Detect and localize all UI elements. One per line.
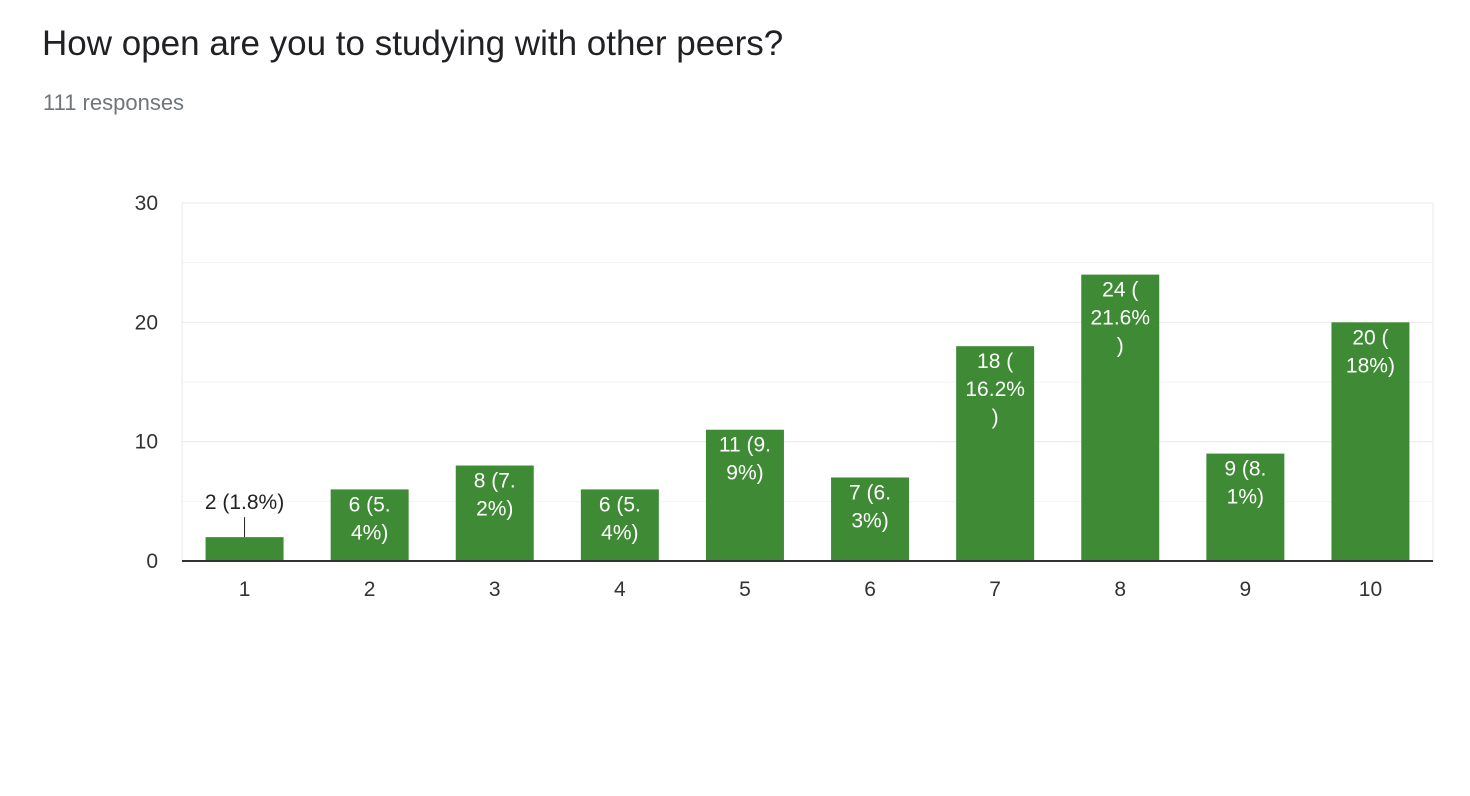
- x-tick-label: 6: [864, 578, 876, 601]
- bar: [455, 465, 534, 561]
- data-labels: 2 (1.8%) 6 (5. 4%) 8 (7. 2%) 6 (5. 4%) 11 (9. 9%…: [205, 279, 1395, 545]
- y-tick-label: 0: [146, 550, 158, 573]
- data-label: 4%): [601, 521, 638, 544]
- chart-title: How open are you to studying with other …: [42, 24, 784, 63]
- data-label: 9 (8.: [1224, 458, 1266, 481]
- data-label: 4%): [351, 521, 388, 544]
- bar: [705, 429, 784, 561]
- data-label: 21.6%: [1090, 307, 1150, 330]
- bars: [205, 274, 1410, 561]
- y-tick-label: 20: [135, 311, 158, 334]
- data-label: 1%): [1227, 486, 1264, 509]
- data-label: 18%): [1346, 354, 1395, 377]
- data-label: 2%): [476, 498, 513, 521]
- y-axis-ticks: 0 10 20 30: [135, 192, 158, 573]
- data-label: 24 (: [1102, 279, 1138, 302]
- y-tick-label: 10: [135, 431, 158, 454]
- bar: [831, 477, 910, 561]
- x-tick-label: 8: [1114, 578, 1126, 601]
- x-tick-label: 1: [239, 578, 251, 601]
- data-label: 2 (1.8%): [205, 491, 284, 514]
- data-label: ): [992, 406, 999, 429]
- bar: [580, 489, 659, 561]
- bar: [1331, 322, 1410, 561]
- x-tick-label: 5: [739, 578, 751, 601]
- bar: [330, 489, 409, 561]
- x-tick-label: 10: [1359, 578, 1382, 601]
- response-count: 111 responses: [43, 90, 185, 115]
- data-label: 8 (7.: [474, 470, 516, 493]
- bar: [956, 346, 1035, 561]
- bar: [1206, 453, 1285, 561]
- x-tick-label: 4: [614, 578, 626, 601]
- data-label: 16.2%: [965, 378, 1025, 401]
- y-tick-label: 30: [135, 192, 158, 215]
- data-label: 6 (5.: [349, 493, 391, 516]
- data-label: 3%): [851, 509, 888, 532]
- data-label: 9%): [726, 462, 763, 485]
- x-tick-label: 9: [1240, 578, 1252, 601]
- data-label: 11 (9.: [719, 434, 771, 457]
- x-axis-ticks: 1 2 3 4 5 6 7 8 9 10: [182, 560, 1433, 601]
- x-tick-label: 2: [364, 578, 376, 601]
- data-label: 20 (: [1352, 326, 1388, 349]
- x-tick-label: 7: [989, 578, 1001, 601]
- bar: [205, 537, 284, 561]
- data-label: 18 (: [977, 350, 1013, 373]
- x-tick-label: 3: [489, 578, 501, 601]
- bar: [1081, 274, 1160, 561]
- data-label: 7 (6.: [849, 481, 891, 504]
- data-label: ): [1117, 335, 1124, 358]
- data-label: 6 (5.: [599, 493, 641, 516]
